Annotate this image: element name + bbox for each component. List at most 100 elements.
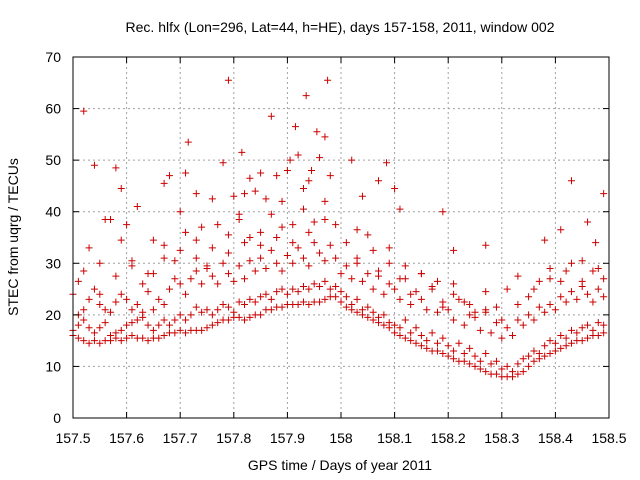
data-point: [144, 337, 152, 345]
data-point: [600, 329, 608, 337]
data-points: [69, 76, 608, 381]
data-point: [241, 316, 249, 324]
data-point: [165, 285, 173, 293]
data-point: [584, 290, 592, 298]
data-point: [246, 313, 254, 321]
data-point: [101, 306, 109, 314]
data-point: [535, 350, 543, 358]
data-point: [214, 280, 222, 288]
data-point: [348, 301, 356, 309]
data-point: [594, 319, 602, 327]
data-point: [90, 285, 98, 293]
data-point: [321, 295, 329, 303]
data-point: [286, 156, 294, 164]
data-point: [519, 321, 527, 329]
data-point: [278, 267, 286, 275]
data-point: [460, 298, 468, 306]
data-point: [589, 326, 597, 334]
data-point: [567, 177, 575, 185]
data-point: [471, 352, 479, 360]
data-point: [273, 259, 281, 267]
data-point: [321, 257, 329, 265]
data-point: [74, 321, 82, 329]
data-point: [353, 226, 361, 234]
data-point: [460, 357, 468, 365]
data-point: [342, 262, 350, 270]
data-point: [310, 239, 318, 247]
data-point: [182, 290, 190, 298]
data-point: [326, 172, 334, 180]
data-point: [514, 370, 522, 378]
data-point: [428, 329, 436, 337]
data-point: [492, 319, 500, 327]
data-point: [391, 321, 399, 329]
data-point: [117, 337, 125, 345]
data-point: [348, 275, 356, 283]
data-point: [525, 311, 533, 319]
data-point: [546, 350, 554, 358]
data-point: [401, 334, 409, 342]
data-point: [316, 282, 324, 290]
x-tick-label: 157.7: [163, 430, 198, 446]
data-point: [407, 290, 415, 298]
data-point: [90, 161, 98, 169]
data-point: [423, 344, 431, 352]
data-point: [460, 321, 468, 329]
data-point: [433, 347, 441, 355]
data-point: [273, 288, 281, 296]
data-point: [482, 350, 490, 358]
data-point: [192, 267, 200, 275]
data-point: [321, 197, 329, 205]
data-point: [450, 316, 458, 324]
data-point: [557, 331, 565, 339]
data-point: [369, 308, 377, 316]
data-point: [332, 254, 340, 262]
data-point: [123, 334, 131, 342]
data-point: [246, 295, 254, 303]
data-point: [332, 221, 340, 229]
data-point: [251, 267, 259, 275]
data-point: [369, 316, 377, 324]
data-point: [235, 210, 243, 218]
data-point: [600, 321, 608, 329]
data-point: [85, 244, 93, 252]
data-point: [182, 228, 190, 236]
data-point: [198, 308, 206, 316]
data-point: [267, 112, 275, 120]
data-point: [149, 270, 157, 278]
chart-title: Rec. hlfx (Lon=296, Lat=44, h=HE), days …: [126, 19, 555, 35]
data-point: [476, 326, 484, 334]
data-point: [396, 275, 404, 283]
data-point: [246, 234, 254, 241]
data-point: [364, 270, 372, 278]
data-point: [530, 357, 538, 365]
data-point: [128, 262, 136, 270]
data-point: [171, 329, 179, 337]
data-point: [80, 337, 88, 345]
data-point: [289, 239, 297, 247]
x-tick-label: 158.3: [484, 430, 519, 446]
data-point: [482, 241, 490, 249]
data-point: [224, 76, 232, 84]
data-point: [208, 195, 216, 203]
data-point: [203, 324, 211, 332]
data-point: [567, 339, 575, 347]
data-point: [123, 221, 131, 229]
data-point: [562, 298, 570, 306]
data-point: [321, 215, 329, 223]
data-point: [187, 275, 195, 283]
data-point: [498, 334, 506, 342]
data-point: [139, 334, 147, 342]
data-point: [214, 319, 222, 327]
y-tick-label: 50: [45, 152, 61, 168]
data-point: [299, 298, 307, 306]
data-point: [460, 350, 468, 358]
data-point: [112, 164, 120, 172]
data-point: [444, 342, 452, 350]
data-point: [299, 185, 307, 193]
data-point: [139, 280, 147, 288]
data-point: [391, 185, 399, 193]
data-point: [224, 231, 232, 239]
data-point: [332, 293, 340, 301]
data-point: [219, 301, 227, 309]
